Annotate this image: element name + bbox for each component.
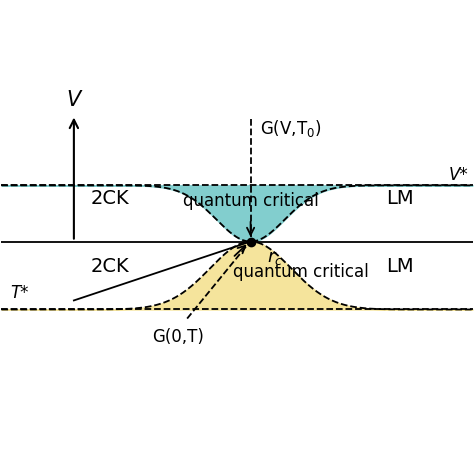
Text: 2CK: 2CK [91, 189, 129, 208]
Text: LM: LM [386, 257, 414, 276]
Text: V*: V* [448, 165, 468, 183]
Text: V: V [67, 90, 81, 110]
Text: quantum critical: quantum critical [233, 263, 368, 281]
Text: LM: LM [386, 189, 414, 208]
Text: r$_c$: r$_c$ [267, 249, 283, 267]
Text: G(0,T): G(0,T) [152, 328, 204, 346]
Text: 2CK: 2CK [91, 257, 129, 276]
Text: T*: T* [10, 284, 29, 302]
Text: G(V,T$_0$): G(V,T$_0$) [260, 118, 321, 139]
Text: quantum critical: quantum critical [182, 192, 319, 210]
